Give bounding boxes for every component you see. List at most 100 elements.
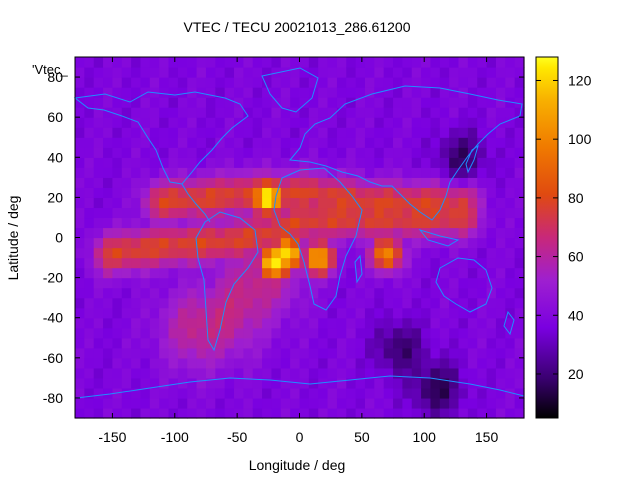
heatmap-cell [430, 147, 441, 158]
heatmap-cell [411, 137, 422, 148]
heatmap-cell [421, 297, 432, 309]
heatmap-cell [224, 227, 235, 239]
heatmap-cell [271, 227, 282, 239]
heatmap-cell [299, 57, 310, 68]
heatmap-cell [374, 287, 385, 299]
heatmap-cell [75, 217, 85, 229]
heatmap-cell [318, 217, 329, 229]
heatmap-cell [477, 97, 488, 108]
heatmap-cell [290, 307, 301, 319]
heatmap-cell [514, 227, 525, 239]
heatmap-cell [383, 377, 394, 389]
heatmap-cell [131, 167, 142, 178]
heatmap-cell [84, 347, 95, 359]
heatmap-cell [439, 57, 450, 68]
heatmap-cell [196, 197, 207, 209]
heatmap-cell [84, 217, 95, 229]
heatmap-cell [514, 117, 525, 128]
heatmap-cell [421, 367, 432, 379]
heatmap-cell [299, 177, 310, 188]
heatmap-cell [477, 287, 488, 299]
heatmap-cell [374, 327, 385, 339]
heatmap-cell [299, 247, 310, 259]
heatmap-cell [318, 147, 329, 158]
heatmap-cell [93, 177, 104, 188]
heatmap-cell [121, 397, 132, 409]
heatmap-cell [393, 147, 403, 158]
heatmap-cell [299, 117, 310, 128]
heatmap-cell [402, 367, 413, 379]
heatmap-cell [383, 237, 394, 249]
heatmap-cell [196, 397, 207, 409]
heatmap-cell [93, 347, 104, 359]
x-tick-label: -150 [98, 429, 126, 445]
heatmap-cell [477, 347, 488, 359]
heatmap-cell [355, 147, 366, 158]
heatmap-cell [364, 397, 375, 409]
heatmap-cell [103, 317, 114, 329]
heatmap-cell [327, 397, 338, 409]
heatmap-cell [75, 107, 85, 118]
heatmap-cell [112, 267, 123, 279]
heatmap-cell [271, 187, 282, 198]
heatmap-cell [449, 167, 460, 178]
heatmap-cell [131, 157, 142, 168]
heatmap-cell [159, 57, 170, 68]
heatmap-cell [177, 187, 188, 198]
heatmap-cell [103, 127, 114, 138]
heatmap-cell [112, 407, 123, 419]
heatmap-cell [402, 207, 413, 219]
heatmap-cell [280, 207, 291, 219]
heatmap-cell [177, 387, 188, 399]
heatmap-cell [355, 177, 366, 188]
heatmap-cell [299, 317, 310, 329]
heatmap-cell [196, 387, 207, 399]
heatmap-cell [280, 77, 291, 88]
heatmap-cell [224, 167, 235, 178]
heatmap-cell [327, 107, 338, 118]
heatmap-cell [280, 347, 291, 359]
heatmap-cell [495, 147, 506, 158]
heatmap-cell [262, 397, 273, 409]
heatmap-cell [234, 77, 244, 88]
heatmap-cell [234, 307, 244, 319]
heatmap-cell [505, 147, 516, 158]
heatmap-cell [327, 197, 338, 209]
heatmap-cell [271, 207, 282, 219]
heatmap-cell [224, 77, 235, 88]
heatmap-cell [205, 177, 216, 188]
heatmap-cell [364, 137, 375, 148]
heatmap-cell [355, 227, 366, 239]
heatmap-cell [374, 207, 385, 219]
heatmap-cell [402, 227, 413, 239]
heatmap-cell [168, 157, 179, 168]
heatmap-cell [402, 127, 413, 138]
heatmap-cell [262, 277, 273, 289]
heatmap-cell [495, 227, 506, 239]
heatmap-cell [159, 67, 170, 78]
heatmap-cell [439, 277, 450, 289]
heatmap-cell [495, 277, 506, 289]
heatmap-cell [149, 237, 160, 249]
heatmap-cell [355, 57, 366, 68]
heatmap-cell [411, 387, 422, 399]
heatmap-cell [290, 57, 301, 68]
heatmap-cell [215, 267, 226, 279]
heatmap-cell [177, 127, 188, 138]
heatmap-cell [346, 317, 357, 329]
heatmap-cell [421, 237, 432, 249]
heatmap-cell [205, 117, 216, 128]
heatmap-cell [364, 177, 375, 188]
heatmap-cell [252, 167, 263, 178]
heatmap-cell [486, 247, 497, 259]
heatmap-cell [402, 307, 413, 319]
heatmap-cell [121, 167, 132, 178]
heatmap-cell [262, 217, 273, 229]
heatmap-cell [411, 157, 422, 168]
heatmap-cell [449, 367, 460, 379]
heatmap-cell [439, 237, 450, 249]
heatmap-cell [374, 217, 385, 229]
heatmap-cell [383, 97, 394, 108]
heatmap-cell [168, 147, 179, 158]
heatmap-cell [224, 87, 235, 98]
